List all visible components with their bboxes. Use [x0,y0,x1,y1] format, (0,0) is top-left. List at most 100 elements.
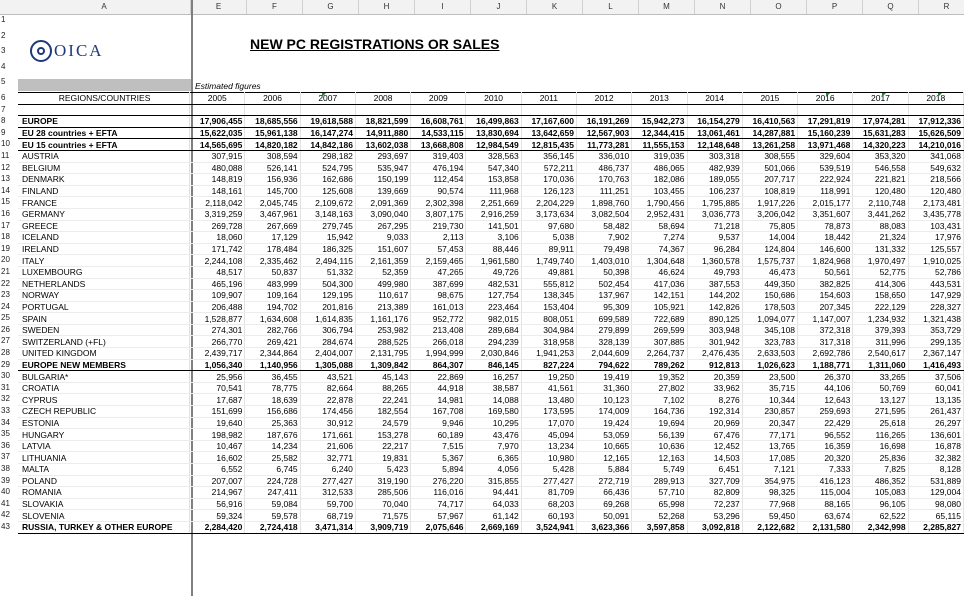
value-cell[interactable]: 88,265 [355,382,412,395]
value-cell[interactable]: 59,578 [244,509,301,522]
value-cell[interactable]: 2,075,646 [410,520,467,534]
value-cell[interactable]: 53,296 [687,509,743,522]
region-name-cell[interactable]: PORTUGAL [18,301,191,314]
value-cell[interactable]: 414,306 [852,278,909,291]
value-cell[interactable]: 47,265 [410,266,467,279]
value-cell[interactable]: 170,763 [576,173,633,186]
value-cell[interactable]: 486,737 [576,162,633,175]
region-name-cell[interactable]: CZECH REPUBLIC [18,405,191,418]
value-cell[interactable]: 7,333 [797,463,854,476]
value-cell[interactable]: 1,161,176 [355,312,412,325]
value-cell[interactable]: 253,982 [355,324,412,337]
value-cell[interactable]: 74,717 [410,498,467,511]
value-cell[interactable]: 6,365 [465,451,522,464]
value-cell[interactable]: 63,674 [797,509,854,522]
value-cell[interactable]: 56,916 [189,498,246,511]
value-cell[interactable]: 3,435,778 [908,208,964,221]
value-cell[interactable]: 170,036 [521,173,577,186]
value-cell[interactable]: 1,970,497 [852,254,909,267]
row-number[interactable]: 23 [1,290,10,299]
value-cell[interactable]: 68,719 [300,509,356,522]
value-cell[interactable]: 22,869 [410,370,467,383]
value-cell[interactable]: 148,819 [189,173,246,186]
column-header-h[interactable]: H [359,0,415,14]
value-cell[interactable]: 16,154,279 [687,115,743,128]
value-cell[interactable]: 71,575 [355,509,412,522]
value-cell[interactable]: 124,804 [742,243,799,256]
row-number[interactable]: 7 [1,105,6,114]
value-cell[interactable]: 482,939 [687,162,743,175]
value-cell[interactable]: 1,614,835 [300,312,356,325]
year-header-cell[interactable]: 2007 [300,92,356,105]
value-cell[interactable]: 289,684 [465,324,522,337]
empty-cell[interactable] [687,104,743,117]
value-cell[interactable]: 18,821,599 [355,115,412,128]
value-cell[interactable]: 2,952,431 [631,208,688,221]
value-cell[interactable]: 267,295 [355,220,412,233]
value-cell[interactable]: 1,056,340 [189,358,246,372]
column-header-l[interactable]: L [583,0,639,14]
value-cell[interactable]: 81,709 [521,486,577,499]
empty-cell[interactable] [410,104,467,117]
value-cell[interactable]: 221,821 [852,173,909,186]
value-cell[interactable]: 88,083 [852,220,909,233]
value-cell[interactable]: 2,540,617 [852,347,909,360]
value-cell[interactable]: 213,389 [355,301,412,314]
value-cell[interactable]: 192,314 [687,405,743,418]
value-cell[interactable]: 60,189 [410,428,467,441]
value-cell[interactable]: 230,857 [742,405,799,418]
value-cell[interactable]: 13,668,808 [410,138,467,151]
value-cell[interactable]: 3,106 [465,231,522,244]
value-cell[interactable]: 526,141 [244,162,301,175]
row-number[interactable]: 40 [1,487,10,496]
value-cell[interactable]: 547,340 [465,162,522,175]
value-cell[interactable]: 808,051 [521,312,577,325]
column-header-n[interactable]: N [695,0,751,14]
value-cell[interactable]: 69,268 [576,498,633,511]
value-cell[interactable]: 59,324 [189,509,246,522]
value-cell[interactable]: 2,091,369 [355,196,412,209]
year-header-cell[interactable]: 2016 [797,92,854,105]
value-cell[interactable]: 982,015 [465,312,522,325]
value-cell[interactable]: 10,980 [521,451,577,464]
value-cell[interactable]: 43,476 [465,428,522,441]
value-cell[interactable]: 22,878 [300,393,356,407]
value-cell[interactable]: 722,689 [631,312,688,325]
row-number[interactable]: 17 [1,221,10,230]
region-name-cell[interactable]: UNITED KINGDOM [18,347,191,360]
value-cell[interactable]: 82,664 [300,382,356,395]
region-name-cell[interactable]: EU 28 countries + EFTA [18,126,191,140]
value-cell[interactable]: 125,557 [908,243,964,256]
value-cell[interactable]: 173,595 [521,405,577,418]
value-cell[interactable]: 276,220 [410,475,467,488]
empty-cell[interactable] [742,104,799,117]
value-cell[interactable]: 15,961,138 [244,126,301,140]
value-cell[interactable]: 88,165 [797,498,854,511]
value-cell[interactable]: 207,345 [797,301,854,314]
value-cell[interactable]: 3,524,941 [521,520,577,534]
row-number[interactable]: 30 [1,371,10,380]
value-cell[interactable]: 486,065 [631,162,688,175]
region-name-cell[interactable]: SLOVENIA [18,509,191,522]
value-cell[interactable]: 13,971,468 [797,138,854,151]
value-cell[interactable]: 25,956 [189,370,246,383]
value-cell[interactable]: 17,167,600 [521,115,577,128]
value-cell[interactable]: 103,431 [908,220,964,233]
value-cell[interactable]: 151,699 [189,405,246,418]
column-header-q[interactable]: Q [863,0,919,14]
value-cell[interactable]: 16,147,274 [300,126,356,140]
value-cell[interactable]: 139,669 [355,185,412,198]
value-cell[interactable]: 17,085 [742,451,799,464]
row-number[interactable]: 24 [1,302,10,311]
value-cell[interactable]: 2,204,229 [521,196,577,209]
value-cell[interactable]: 31,360 [576,382,633,395]
value-cell[interactable]: 222,129 [852,301,909,314]
value-cell[interactable]: 19,618,588 [300,115,356,128]
value-cell[interactable]: 12,567,903 [576,126,633,140]
value-cell[interactable]: 277,427 [300,475,356,488]
value-cell[interactable]: 1,749,740 [521,254,577,267]
value-cell[interactable]: 67,476 [687,428,743,441]
region-name-cell[interactable]: SPAIN [18,312,191,325]
value-cell[interactable]: 12,815,435 [521,138,577,151]
value-cell[interactable]: 15,160,239 [797,126,854,140]
